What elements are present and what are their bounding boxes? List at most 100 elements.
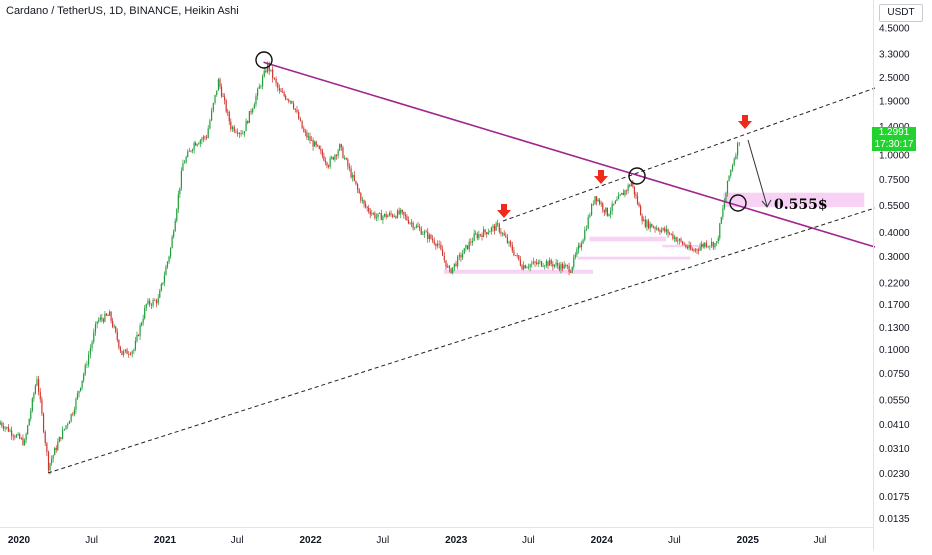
candle-body bbox=[419, 227, 421, 229]
candle-body bbox=[166, 261, 169, 267]
y-tick-label: 0.0175 bbox=[879, 492, 910, 503]
candle-body bbox=[363, 200, 365, 205]
candle-body bbox=[230, 121, 232, 130]
candle-body bbox=[686, 247, 689, 249]
candle-body bbox=[180, 170, 183, 188]
candle-body bbox=[314, 141, 316, 147]
axes: 4.50003.30002.50001.90001.40001.00000.75… bbox=[0, 0, 910, 550]
candle-body bbox=[372, 213, 374, 214]
chart-title: Cardano / TetherUS, 1D, BINANCE, Heikin … bbox=[6, 5, 239, 17]
candle-body bbox=[678, 239, 680, 241]
candle-body bbox=[492, 226, 494, 228]
candle-body bbox=[571, 266, 573, 273]
trendlines bbox=[47, 61, 876, 474]
candle-body bbox=[20, 438, 22, 440]
down-arrow-icon bbox=[738, 115, 752, 129]
candle-body bbox=[545, 261, 547, 266]
y-tick-label: 0.7500 bbox=[879, 175, 910, 186]
candle-body bbox=[422, 233, 424, 235]
candle-body bbox=[280, 90, 282, 93]
candle-body bbox=[455, 263, 457, 267]
candle-body bbox=[136, 334, 138, 341]
candle-body bbox=[299, 119, 302, 121]
candle-body bbox=[334, 154, 336, 160]
candle-body bbox=[723, 201, 726, 209]
circle-marker bbox=[729, 194, 747, 212]
candle-body bbox=[332, 157, 334, 160]
candle-body bbox=[105, 313, 108, 316]
candle-body bbox=[312, 140, 314, 147]
candle-body bbox=[511, 245, 513, 251]
candle-body bbox=[78, 390, 80, 394]
y-tick-label: 0.0135 bbox=[879, 514, 910, 525]
candle-body bbox=[134, 340, 137, 350]
candle-body bbox=[119, 347, 121, 351]
candle-body bbox=[527, 267, 530, 268]
candle-body bbox=[216, 90, 218, 95]
candle-body bbox=[227, 111, 229, 113]
candle-body bbox=[385, 213, 387, 218]
candle-body bbox=[448, 265, 451, 269]
candle-body bbox=[500, 231, 502, 234]
candle-body bbox=[235, 131, 237, 133]
candle-body bbox=[198, 143, 200, 145]
candle-body bbox=[281, 92, 284, 93]
projection-arrow bbox=[747, 139, 768, 207]
candle-body bbox=[154, 300, 156, 301]
candle-body bbox=[58, 437, 60, 443]
candles-layer bbox=[0, 61, 740, 475]
candle-body bbox=[89, 348, 91, 355]
candle-body bbox=[228, 112, 230, 122]
candle-body bbox=[352, 174, 354, 178]
candle-body bbox=[505, 235, 507, 238]
candle-body bbox=[141, 323, 143, 326]
candle-body bbox=[1, 422, 3, 426]
candle-body bbox=[657, 228, 659, 231]
candle-body bbox=[644, 219, 646, 227]
candle-body bbox=[719, 223, 721, 239]
candle-body bbox=[503, 233, 505, 236]
candle-body bbox=[343, 158, 346, 159]
candle-body bbox=[278, 87, 281, 91]
candle-body bbox=[654, 227, 656, 229]
candle-body bbox=[270, 69, 272, 71]
candle-body bbox=[159, 290, 161, 298]
candle-body bbox=[685, 244, 687, 248]
candle-body bbox=[478, 234, 480, 239]
candle-body bbox=[441, 249, 444, 256]
candle-body bbox=[669, 233, 671, 235]
candle-body bbox=[516, 255, 518, 257]
candle-body bbox=[14, 436, 16, 438]
candle-body bbox=[473, 233, 475, 241]
candle-body bbox=[453, 263, 455, 268]
candle-body bbox=[606, 207, 608, 216]
candle-body bbox=[204, 136, 206, 138]
support-zone bbox=[662, 244, 707, 248]
candle-body bbox=[463, 248, 465, 254]
candle-body bbox=[622, 192, 624, 196]
y-tick-label: 0.0230 bbox=[879, 469, 910, 480]
candle-body bbox=[580, 243, 583, 248]
candle-body bbox=[253, 104, 255, 109]
candle-body bbox=[301, 120, 303, 129]
candle-body bbox=[98, 319, 100, 322]
candle-body bbox=[81, 380, 83, 388]
candle-body bbox=[327, 165, 330, 167]
candle-body bbox=[428, 234, 430, 239]
candle-body bbox=[725, 193, 727, 202]
candle-body bbox=[506, 237, 509, 243]
currency-selector[interactable]: USDT bbox=[879, 4, 923, 22]
candle-body bbox=[647, 220, 650, 229]
candle-body bbox=[55, 448, 57, 450]
candle-body bbox=[591, 204, 593, 215]
candle-body bbox=[435, 243, 437, 247]
x-tick-label: Jul bbox=[668, 535, 681, 546]
candle-body bbox=[345, 158, 347, 160]
candle-body bbox=[76, 393, 79, 399]
candle-body bbox=[690, 245, 692, 250]
candle-body bbox=[714, 242, 716, 248]
candle-body bbox=[42, 413, 45, 432]
candle-body bbox=[214, 94, 216, 103]
candle-body bbox=[638, 203, 640, 207]
candle-body bbox=[465, 245, 467, 249]
